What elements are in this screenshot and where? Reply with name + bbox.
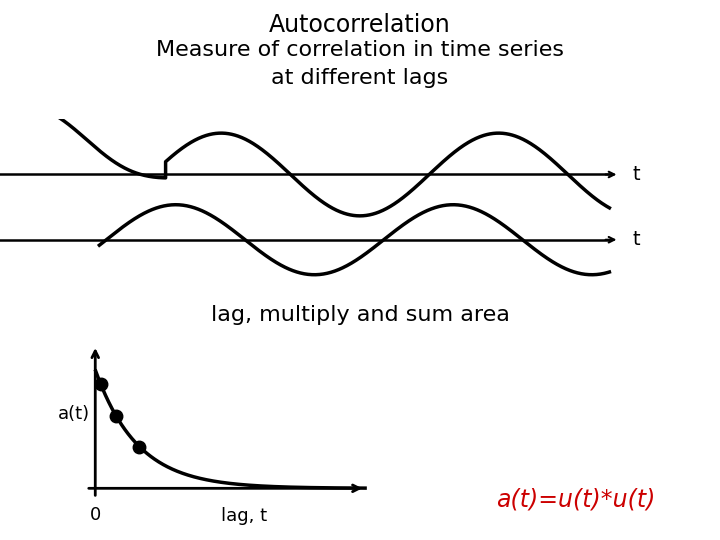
Text: at different lags: at different lags	[271, 68, 449, 87]
Text: lag, t: lag, t	[221, 507, 267, 525]
Text: Measure of correlation in time series: Measure of correlation in time series	[156, 40, 564, 60]
Text: t: t	[633, 165, 640, 184]
Text: Autocorrelation: Autocorrelation	[269, 14, 451, 37]
Text: t: t	[633, 230, 640, 249]
Text: a(t)=u(t)*u(t): a(t)=u(t)*u(t)	[496, 488, 656, 511]
Text: a(t): a(t)	[58, 405, 91, 423]
Text: 0: 0	[89, 505, 101, 524]
Text: lag, multiply and sum area: lag, multiply and sum area	[210, 305, 510, 325]
